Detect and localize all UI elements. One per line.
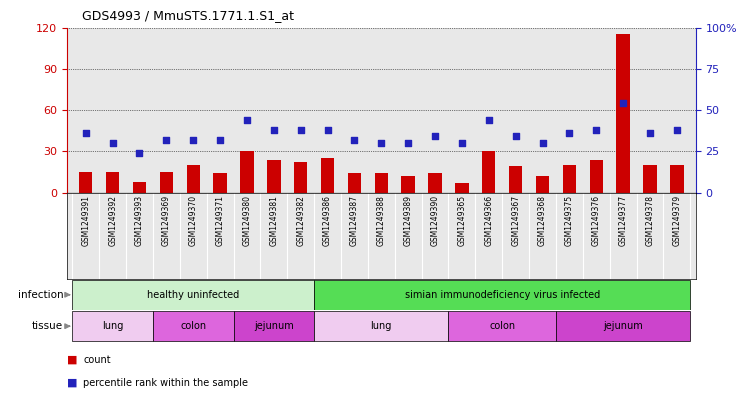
Bar	[79, 172, 92, 193]
Text: GSM1249389: GSM1249389	[404, 195, 413, 246]
Text: GSM1249387: GSM1249387	[350, 195, 359, 246]
Text: jejunum: jejunum	[254, 321, 294, 331]
Point	[536, 140, 548, 146]
Point	[590, 127, 602, 133]
Point	[133, 150, 145, 156]
Text: percentile rank within the sample: percentile rank within the sample	[83, 378, 248, 388]
Point	[295, 127, 307, 133]
Point	[214, 137, 226, 143]
Point	[671, 127, 683, 133]
Bar	[72, 280, 314, 310]
Bar	[214, 173, 227, 193]
Point	[644, 130, 656, 136]
Bar	[556, 311, 690, 341]
Text: GSM1249377: GSM1249377	[618, 195, 628, 246]
Text: GSM1249376: GSM1249376	[591, 195, 600, 246]
Text: healthy uninfected: healthy uninfected	[147, 290, 240, 300]
Text: GSM1249369: GSM1249369	[162, 195, 171, 246]
Text: GSM1249381: GSM1249381	[269, 195, 278, 246]
Bar	[72, 311, 153, 341]
Point	[617, 100, 629, 107]
Point	[241, 117, 253, 123]
Text: ■: ■	[67, 378, 77, 388]
Point	[563, 130, 575, 136]
Text: GSM1249365: GSM1249365	[458, 195, 466, 246]
Point	[375, 140, 387, 146]
Point	[80, 130, 92, 136]
Text: GSM1249367: GSM1249367	[511, 195, 520, 246]
Point	[510, 133, 522, 140]
Bar	[644, 165, 657, 193]
Text: GSM1249390: GSM1249390	[431, 195, 440, 246]
Point	[268, 127, 280, 133]
Point	[403, 140, 414, 146]
Text: ■: ■	[67, 355, 77, 365]
Text: GSM1249375: GSM1249375	[565, 195, 574, 246]
Bar	[153, 311, 234, 341]
Text: GSM1249366: GSM1249366	[484, 195, 493, 246]
Point	[187, 137, 199, 143]
Text: jejunum: jejunum	[603, 321, 643, 331]
Bar	[132, 182, 147, 193]
Text: count: count	[83, 355, 111, 365]
Point	[456, 140, 468, 146]
Text: tissue: tissue	[32, 321, 63, 331]
Bar	[509, 167, 522, 193]
Bar	[536, 176, 549, 193]
Bar	[449, 311, 556, 341]
Bar	[314, 280, 690, 310]
Text: GSM1249371: GSM1249371	[216, 195, 225, 246]
Bar	[347, 173, 361, 193]
Bar	[402, 176, 415, 193]
Text: GSM1249370: GSM1249370	[189, 195, 198, 246]
Bar	[374, 173, 388, 193]
Bar	[321, 158, 334, 193]
Point	[321, 127, 333, 133]
Bar	[616, 34, 630, 193]
Bar	[429, 173, 442, 193]
Text: GSM1249382: GSM1249382	[296, 195, 305, 246]
Text: GSM1249380: GSM1249380	[243, 195, 251, 246]
Text: lung: lung	[102, 321, 124, 331]
Text: GSM1249368: GSM1249368	[538, 195, 547, 246]
Text: GSM1249388: GSM1249388	[376, 195, 386, 246]
Bar	[187, 165, 200, 193]
Text: GSM1249392: GSM1249392	[108, 195, 117, 246]
Bar	[562, 165, 576, 193]
Text: GDS4993 / MmuSTS.1771.1.S1_at: GDS4993 / MmuSTS.1771.1.S1_at	[82, 9, 294, 22]
Text: infection: infection	[18, 290, 63, 300]
Bar	[455, 183, 469, 193]
Point	[106, 140, 118, 146]
Bar	[670, 165, 684, 193]
Bar	[267, 160, 280, 193]
Bar	[294, 162, 307, 193]
Bar	[482, 151, 496, 193]
Text: GSM1249379: GSM1249379	[673, 195, 682, 246]
Text: GSM1249391: GSM1249391	[81, 195, 90, 246]
Text: GSM1249386: GSM1249386	[323, 195, 332, 246]
Bar	[240, 151, 254, 193]
Text: colon: colon	[489, 321, 516, 331]
Text: lung: lung	[371, 321, 392, 331]
Text: simian immunodeficiency virus infected: simian immunodeficiency virus infected	[405, 290, 600, 300]
Bar	[160, 172, 173, 193]
Point	[429, 133, 441, 140]
Text: GSM1249378: GSM1249378	[646, 195, 655, 246]
Bar	[234, 311, 314, 341]
Point	[483, 117, 495, 123]
Bar	[106, 172, 119, 193]
Bar	[589, 160, 603, 193]
Bar	[314, 311, 449, 341]
Point	[348, 137, 360, 143]
Text: colon: colon	[180, 321, 206, 331]
Text: GSM1249393: GSM1249393	[135, 195, 144, 246]
Point	[161, 137, 173, 143]
